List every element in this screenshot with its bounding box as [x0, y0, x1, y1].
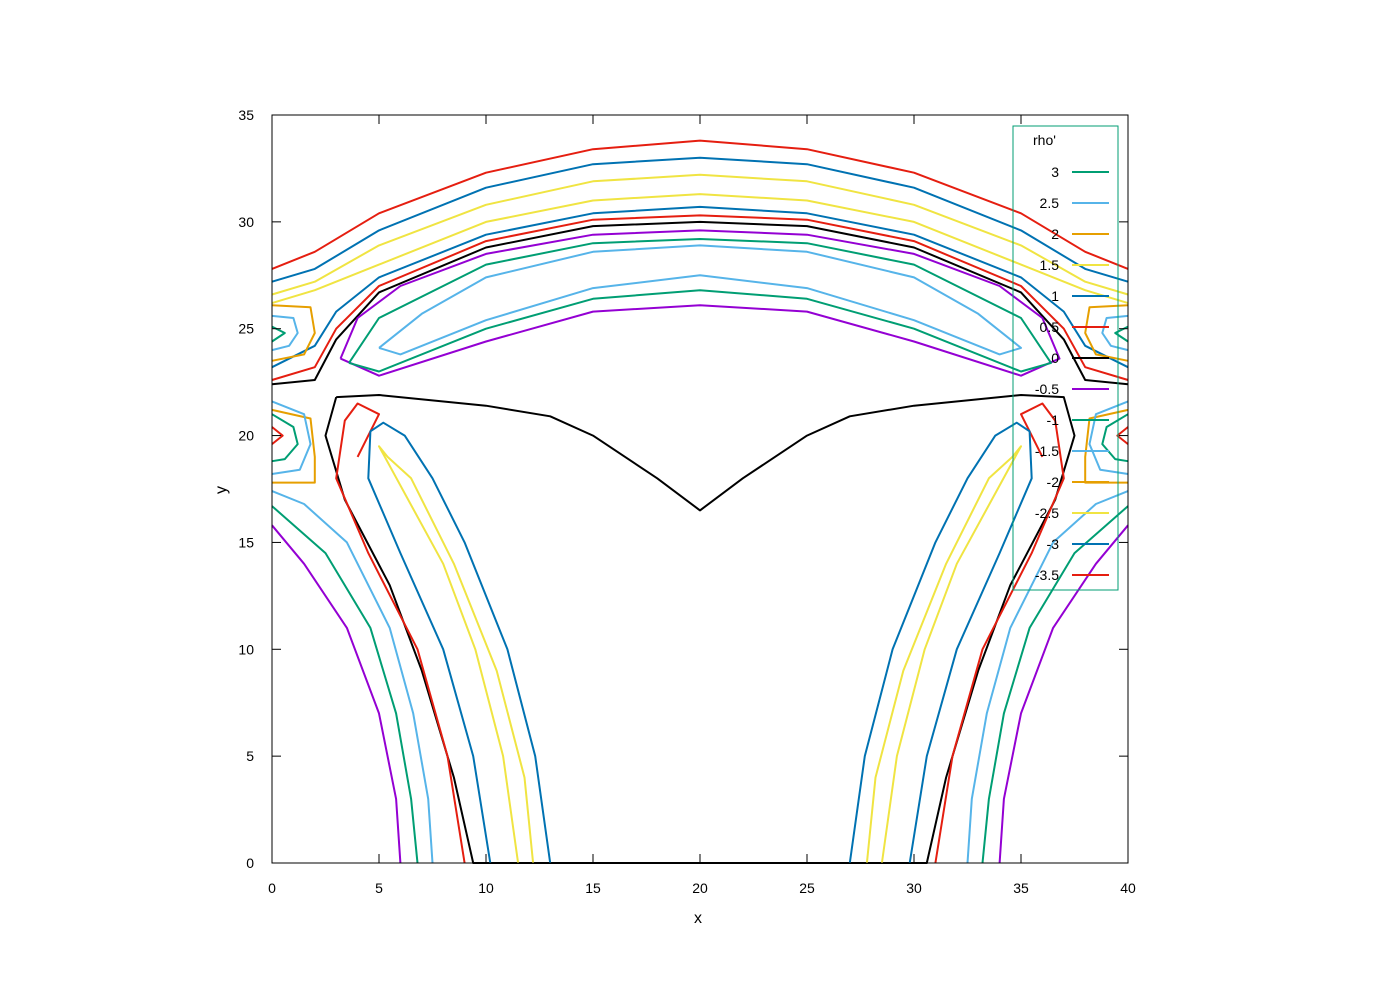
- x-tick-label: 40: [1120, 880, 1136, 896]
- contour-line: [1088, 400, 1129, 475]
- legend-box: [1012, 125, 1119, 591]
- contour-line: [271, 524, 402, 864]
- contour-line: [981, 505, 1129, 864]
- legend: rho' 3 2.5 2 1.5 1 0.5 0 -0.5 -1 -1.5 -2 -2.5 -3 -3.5: [1012, 125, 1119, 591]
- legend-label: -3.5: [1035, 567, 1059, 583]
- x-axis-label: x: [694, 910, 702, 927]
- legend-label: -2.5: [1035, 505, 1059, 521]
- contour-line: [865, 445, 1022, 864]
- contour-line: [966, 490, 1129, 864]
- legend-label: 2.5: [1040, 195, 1060, 211]
- contour-line: [271, 173, 1129, 296]
- legend-label: -3: [1047, 536, 1060, 552]
- contour-line: [1084, 304, 1129, 362]
- y-tick-label: 30: [238, 214, 254, 230]
- contour-line: [271, 400, 312, 475]
- contour-line: [271, 304, 316, 362]
- legend-label: -2: [1047, 474, 1060, 490]
- legend-title: rho': [1033, 132, 1056, 148]
- x-tick-label: 0: [268, 880, 276, 896]
- x-tick-label: 10: [478, 880, 494, 896]
- y-tick-label: 15: [238, 534, 254, 550]
- contour-line: [271, 205, 1129, 369]
- y-tick-label: 10: [238, 641, 254, 657]
- contour-line: [378, 244, 1022, 356]
- legend-label: 0: [1051, 350, 1059, 366]
- y-tick-label: 5: [246, 748, 254, 764]
- contour-line: [271, 426, 284, 445]
- contour-line: [367, 421, 552, 864]
- x-tick-label: 15: [585, 880, 601, 896]
- legend-label: -1.5: [1035, 443, 1059, 459]
- x-axis-ticks: 0 5 10 15 20 25 30 35 40: [268, 115, 1136, 896]
- x-tick-label: 30: [906, 880, 922, 896]
- legend-label: 2: [1051, 226, 1059, 242]
- legend-label: 1.5: [1040, 257, 1060, 273]
- y-axis-label: y: [213, 486, 230, 494]
- contour-line: [339, 229, 1061, 377]
- x-tick-label: 5: [375, 880, 383, 896]
- y-tick-label: 20: [238, 428, 254, 444]
- plot-frame: [271, 114, 1129, 864]
- contour-line: [1101, 413, 1129, 463]
- contour-line: [934, 402, 1065, 864]
- contour-line: [1116, 426, 1129, 445]
- x-tick-label: 25: [799, 880, 815, 896]
- contour-line: [271, 214, 1129, 381]
- contour-line: [998, 524, 1129, 864]
- contour-line: [271, 139, 1129, 270]
- contour-line: [271, 413, 299, 463]
- contour-line: [848, 421, 1033, 864]
- contour-line: [324, 394, 1076, 864]
- contour-line: [335, 402, 466, 864]
- legend-label: 0.5: [1040, 319, 1060, 335]
- legend-label: 3: [1051, 164, 1059, 180]
- legend-label: -0.5: [1035, 381, 1059, 397]
- legend-label: -1: [1047, 412, 1060, 428]
- contour-line: [271, 408, 316, 484]
- legend-label: 1: [1051, 288, 1059, 304]
- contour-line: [348, 238, 1052, 373]
- contour-line: [271, 490, 434, 864]
- contour-lines: [271, 139, 1129, 864]
- x-tick-label: 20: [692, 880, 708, 896]
- x-tick-label: 35: [1013, 880, 1029, 896]
- contour-line: [271, 314, 299, 352]
- y-tick-label: 35: [238, 107, 254, 123]
- y-tick-label: 0: [246, 855, 254, 871]
- contour-line: [271, 505, 419, 864]
- contour-line: [378, 445, 535, 864]
- contour-line: [271, 220, 1129, 386]
- contour-line: [271, 156, 1129, 283]
- y-tick-label: 25: [238, 321, 254, 337]
- contour-line: [271, 193, 1129, 305]
- contour-line: [1101, 314, 1129, 352]
